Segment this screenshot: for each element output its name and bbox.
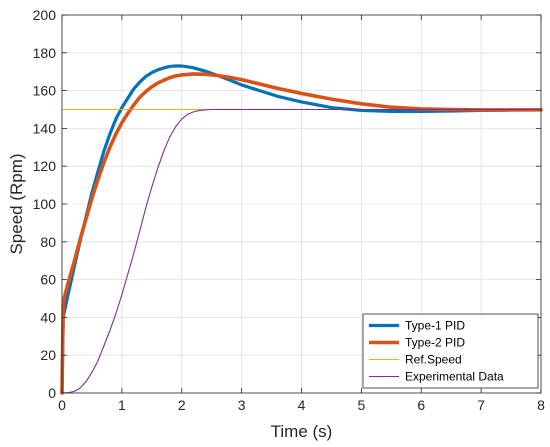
y-tick-label: 80	[40, 234, 56, 250]
legend-label: Type-2 PID	[405, 336, 465, 350]
legend: Type-1 PID Type-2 PID Ref.Speed Experimenta…	[362, 313, 539, 389]
y-tick-label: 100	[33, 196, 57, 212]
x-tick-label: 6	[417, 397, 425, 413]
y-tick-label: 200	[33, 7, 57, 23]
series-line-4	[61, 108, 542, 394]
y-axis-label: Speed (Rpm)	[7, 153, 26, 254]
x-tick-label: 2	[178, 397, 186, 413]
y-tick-label: 160	[33, 83, 57, 99]
x-tick-label: 4	[298, 397, 306, 413]
x-tick-label: 8	[537, 397, 545, 413]
x-axis-label: Time (s)	[271, 422, 333, 441]
x-tick-label: 3	[238, 397, 246, 413]
y-tick-label: 0	[48, 385, 56, 401]
y-tick-label: 40	[40, 309, 56, 325]
legend-label: Ref.Speed	[405, 353, 462, 367]
x-tick-label: 1	[118, 397, 126, 413]
y-tick-label: 140	[33, 120, 57, 136]
x-tick-label: 5	[357, 397, 365, 413]
y-tick-label: 120	[33, 158, 57, 174]
y-tick-label: 20	[40, 347, 56, 363]
series-layer	[60, 64, 543, 395]
y-tick-labels: 0 20 40 60 80 100 120 140 160 180 200	[33, 7, 57, 401]
y-tick-label: 60	[40, 272, 56, 288]
series-line-2	[60, 72, 543, 395]
legend-label: Experimental Data	[405, 370, 504, 384]
x-tick-label: 0	[58, 397, 66, 413]
x-tick-label: 7	[477, 397, 485, 413]
x-tick-labels: 0 1 2 3 4 5 6 7 8	[58, 397, 545, 413]
tick-marks	[61, 14, 542, 394]
legend-label: Type-1 PID	[405, 319, 465, 333]
y-tick-label: 180	[33, 45, 57, 61]
